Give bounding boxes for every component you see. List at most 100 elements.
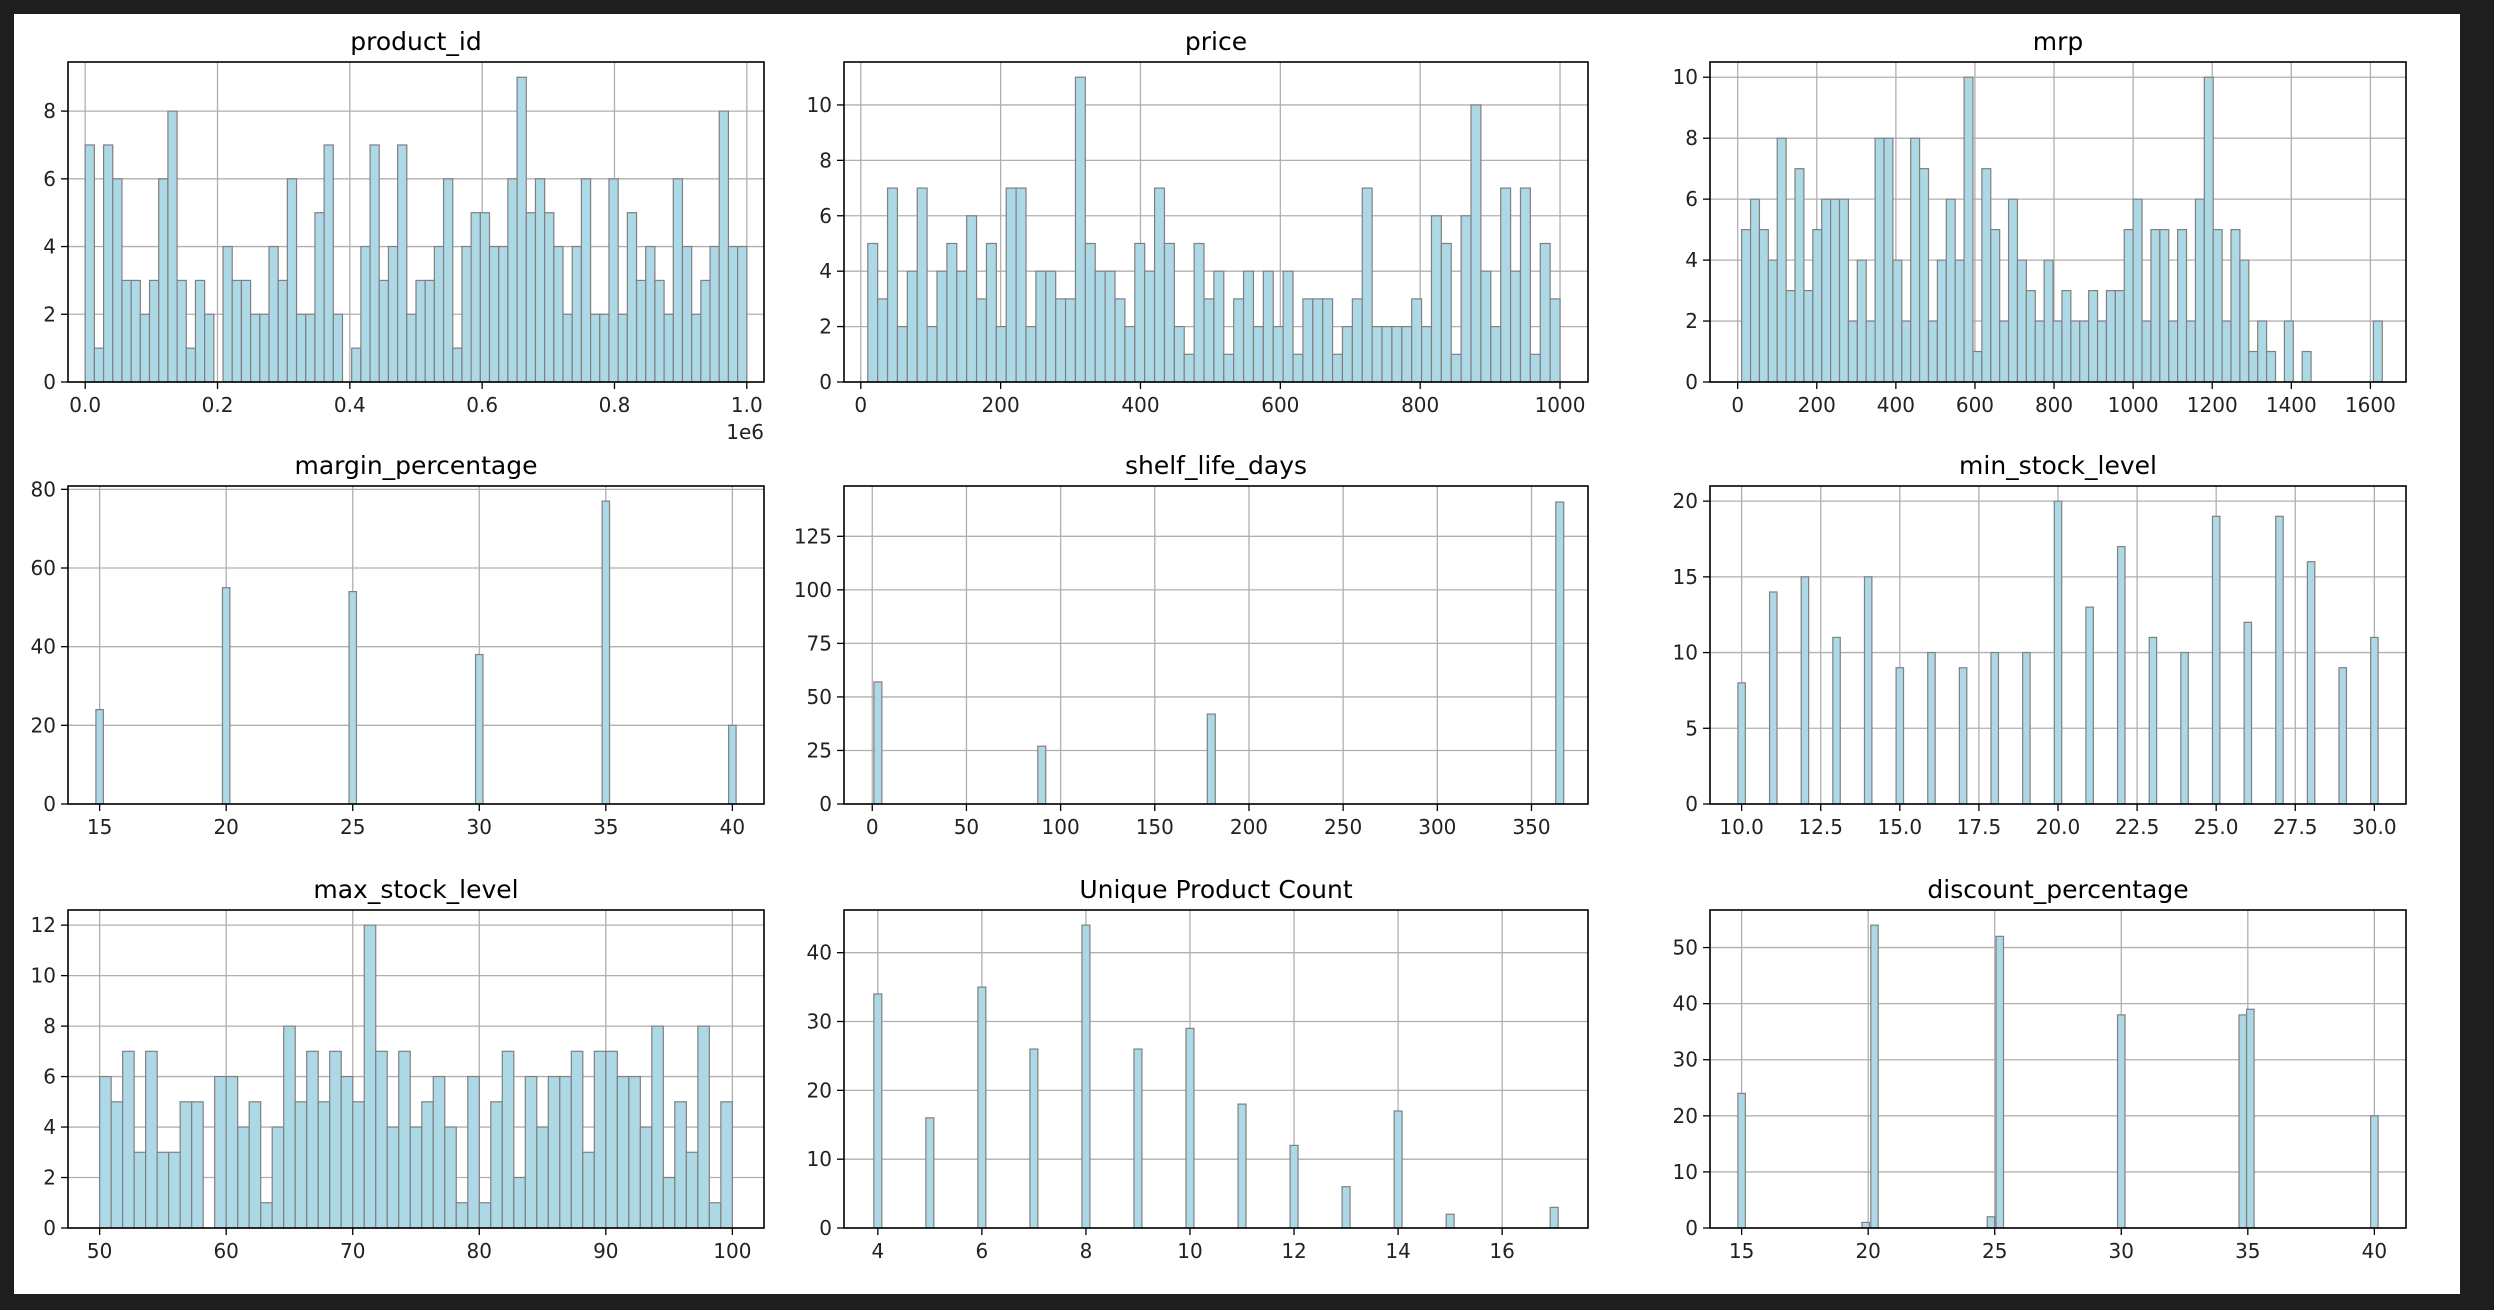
y-tick-label: 6 [43,1065,56,1089]
histogram-bar [1865,320,1876,383]
x-tick-label: 1.0 [731,393,763,417]
x-tick-label: 0.4 [334,393,366,417]
histogram-bar [1927,320,1938,383]
y-tick-label: 10 [807,1147,832,1171]
histogram-bar [1480,270,1492,383]
histogram-bar [1029,1048,1039,1229]
histogram-bar [2301,350,2312,383]
histogram-bar [1094,270,1106,383]
histogram-bar [559,1075,572,1229]
histogram-bar [2243,621,2253,805]
histogram-bar [580,178,592,383]
histogram-bar [1037,745,1047,805]
histogram-bar [1445,1213,1455,1229]
histogram-bar [2338,667,2348,805]
histogram-bar [2052,320,2063,383]
histogram-bar [626,212,638,383]
x-tick-label: 350 [1512,815,1550,839]
subplot-max_stock_level: 50 60 70 80 90 100 0 2 4 6 8 10 12 max_stock_level [31,875,765,1263]
histogram-bar [1213,270,1225,383]
histogram-bar [639,1126,653,1229]
histogram-bar [259,313,270,383]
histogram-bar [2177,229,2188,383]
histogram-bar [1391,325,1403,383]
histogram-bar [467,1075,480,1229]
histogram-bar [102,144,114,383]
histogram-bar [1084,242,1096,383]
histogram-bar [490,1101,503,1229]
subplot-title: mrp [2033,27,2084,56]
histogram-bar [1954,259,1965,383]
y-tick-label: 2 [1685,309,1698,333]
x-tick-label: 1000 [1535,393,1586,417]
subplot-title: max_stock_level [313,875,518,904]
histogram-bar [99,1075,112,1229]
histogram-bar [925,1117,935,1229]
subplot-margin_percentage: 15 20 25 30 35 40 0 20 40 60 80 margin_percentage [31,451,765,839]
histogram-bar [2034,320,2045,383]
histogram-bar [1737,682,1746,805]
histogram-bar [601,500,611,805]
histogram-bar [2211,515,2221,805]
histogram-bar [708,1202,722,1229]
histogram-bar [525,212,537,383]
y-tick-label: 4 [1685,248,1698,272]
y-tick-label: 2 [819,315,832,339]
histogram-bar [1785,289,1796,383]
histogram-bar [617,313,628,383]
x-tick-label: 100 [1042,815,1080,839]
histogram-bar [513,1176,526,1229]
subplot-title: margin_percentage [295,451,538,480]
y-tick-label: 5 [1685,716,1698,740]
axes-frame [67,909,765,1229]
x-tick-label: 800 [2035,393,2073,417]
y-tick-label: 15 [1673,565,1698,589]
histogram-bar [662,1176,676,1229]
histogram-bar [2275,515,2284,805]
x-tick-label: 0 [1731,393,1744,417]
histogram-bar [1981,168,1992,383]
figure: 0.0 0.2 0.4 0.6 0.8 1.0 0 2 4 6 8 product_id 1e6 0 200… [14,14,2460,1294]
histogram-bar [1440,242,1452,383]
histogram-bar [323,144,334,383]
histogram-bar [1821,198,1832,383]
histogram-bar [2283,320,2294,383]
histogram-bar [2132,198,2143,383]
histogram-bar [1055,298,1067,383]
x-tick-label: 250 [1324,815,1362,839]
histogram-bar [1519,187,1531,383]
histogram-bar [1381,325,1393,383]
histogram-bar [1918,168,1930,383]
x-tick-label: 50 [87,1239,112,1263]
histogram-bar [1153,187,1166,383]
histogram-bar [2221,320,2232,383]
histogram-bar [84,144,95,383]
x-tick-label: 150 [1136,815,1174,839]
histogram-bar [1927,651,1936,805]
histogram-bar [663,313,674,383]
histogram-bar [1114,298,1126,383]
histogram-bar [700,279,711,383]
y-tick-label: 75 [807,631,832,655]
histogram-bar [1292,353,1304,383]
histogram-bar [582,1151,595,1229]
x-tick-label: 1600 [2345,393,2396,417]
y-tick-label: 30 [807,1010,832,1034]
histogram-bar [375,1050,388,1229]
histogram-bar [507,178,518,383]
histogram-bar [240,279,252,383]
y-tick-label: 40 [1673,992,1698,1016]
x-tick-label: 30 [467,815,492,839]
y-tick-label: 10 [1673,641,1698,665]
x-tick-label: 17.5 [1957,815,2002,839]
subplot-title: discount_percentage [1927,875,2188,904]
histogram-bar [896,325,908,383]
histogram-bar [1470,104,1482,383]
histogram-bar [1124,325,1136,383]
histogram-bar [1401,325,1413,383]
x-tick-label: 8 [1080,1239,1093,1263]
histogram-bar [589,313,601,383]
histogram-bar [1203,298,1215,383]
y-tick-label: 10 [1673,1160,1698,1184]
x-tick-label: 14 [1385,1239,1410,1263]
